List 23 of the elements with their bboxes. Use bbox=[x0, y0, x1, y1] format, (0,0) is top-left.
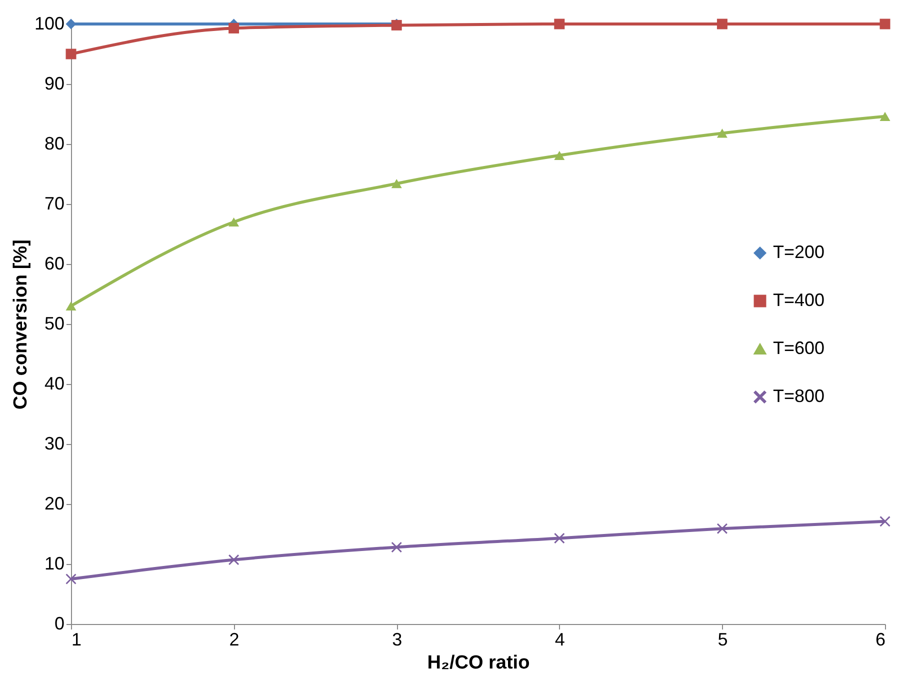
y-tick-label: 20 bbox=[44, 494, 64, 514]
x-axis-title: H₂/CO ratio bbox=[427, 652, 530, 674]
legend-label: T=200 bbox=[773, 242, 825, 262]
legend-label: T=600 bbox=[773, 338, 825, 358]
y-tick-label: 50 bbox=[44, 314, 64, 334]
y-tick-label: 60 bbox=[44, 254, 64, 274]
y-axis-title: CO conversion [%] bbox=[10, 240, 32, 410]
y-tick-label: 0 bbox=[54, 614, 64, 634]
y-tick-label: 30 bbox=[44, 434, 64, 454]
x-tick-label: 1 bbox=[72, 630, 82, 650]
x-tick-label: 4 bbox=[554, 630, 565, 650]
x-tick-label: 6 bbox=[875, 630, 886, 650]
y-tick-label: 100 bbox=[34, 14, 64, 34]
y-tick-label: 10 bbox=[44, 554, 64, 574]
y-tick-label: 90 bbox=[44, 74, 64, 94]
y-tick-label: 80 bbox=[44, 134, 64, 154]
legend-label: T=400 bbox=[773, 290, 825, 310]
x-tick-label: 5 bbox=[718, 630, 728, 650]
y-tick-label: 70 bbox=[44, 194, 64, 214]
y-tick-label: 40 bbox=[44, 374, 64, 394]
legend-label: T=800 bbox=[773, 386, 825, 406]
x-tick-label: 3 bbox=[392, 630, 402, 650]
x-tick-label: 2 bbox=[229, 630, 240, 650]
